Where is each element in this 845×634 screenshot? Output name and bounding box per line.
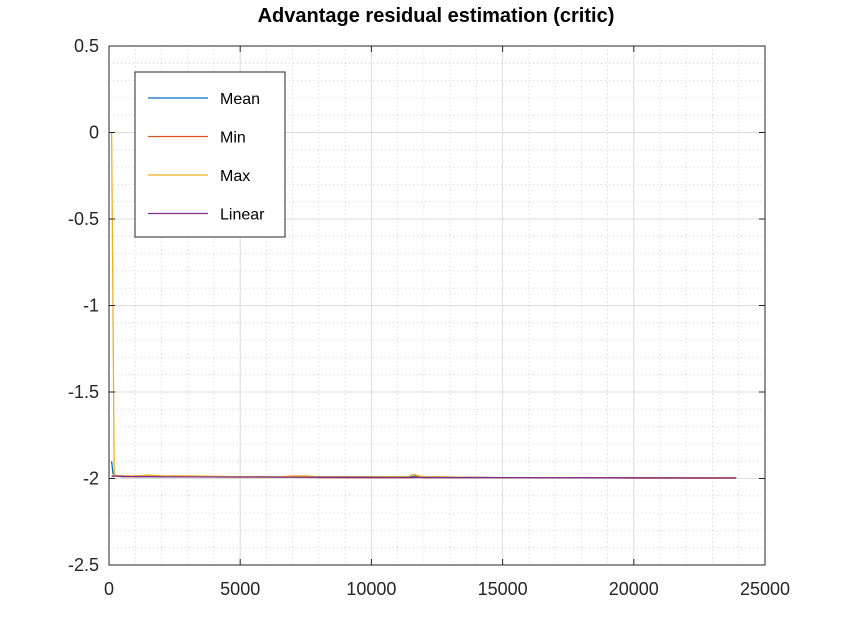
ticks: 0 5000 10000 15000 20000 25000 0.5 0 -0.5 -1 -1.5 -… <box>68 36 790 599</box>
chart-title: Advantage residual estimation (critic) <box>258 5 615 27</box>
y-tick-label: -2.5 <box>68 555 99 575</box>
series-group <box>110 132 737 479</box>
legend: Mean Min Max Linear <box>134 71 286 238</box>
y-tick-label: -1.5 <box>68 382 99 402</box>
y-tick-label: 0 <box>89 123 99 143</box>
y-tick-label: 0.5 <box>74 36 99 56</box>
x-tick-label: 0 <box>104 579 114 599</box>
y-tick-label: -1 <box>83 296 99 316</box>
legend-label-linear: Linear <box>220 207 265 224</box>
x-tick-label: 20000 <box>609 579 659 599</box>
legend-label-max: Max <box>220 168 250 185</box>
legend-box <box>134 71 286 238</box>
x-tick-label: 10000 <box>346 579 396 599</box>
y-tick-label: -0.5 <box>68 209 99 229</box>
x-tick-label: 15000 <box>478 579 528 599</box>
x-tick-label: 5000 <box>220 579 260 599</box>
y-tick-label: -2 <box>83 469 99 489</box>
legend-label-mean: Mean <box>220 91 260 108</box>
legend-label-min: Min <box>220 130 246 147</box>
x-tick-label: 25000 <box>740 579 790 599</box>
series-line-linear <box>111 475 737 479</box>
